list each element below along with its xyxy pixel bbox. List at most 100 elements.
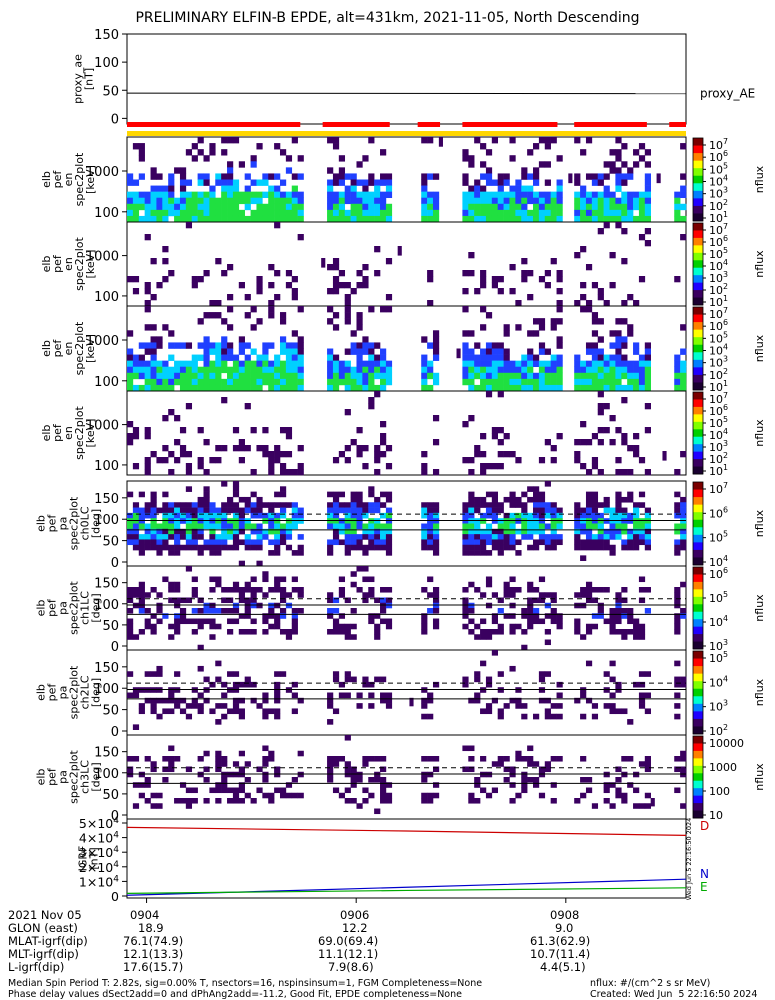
- spec-cell: [250, 681, 257, 688]
- spec-cell: [609, 439, 616, 446]
- spec-cell: [338, 623, 346, 630]
- spec-cell: [327, 378, 334, 386]
- spec-cell: [644, 528, 651, 535]
- spec-cell: [585, 597, 593, 604]
- pef-en-spec-d-ylabel: en: [62, 426, 75, 440]
- spec-cell: [268, 550, 275, 556]
- spec-cell: [144, 372, 151, 380]
- spec-cell: [297, 750, 304, 757]
- spec-cell: [527, 512, 534, 519]
- spec-cell: [680, 581, 687, 588]
- spec-cell: [521, 491, 528, 498]
- spec-cell: [297, 209, 304, 217]
- spec-cell: [380, 587, 387, 593]
- spec-cell: [544, 270, 551, 277]
- spec-cell: [421, 777, 428, 783]
- spec-cell: [327, 507, 334, 514]
- pef-en-spec-c-ylabel: [keV]: [84, 334, 97, 363]
- spec-cell: [203, 342, 210, 349]
- spec-cell: [327, 372, 334, 380]
- spec-cell: [215, 360, 222, 368]
- spec-cell: [432, 203, 440, 211]
- spec-cell: [491, 618, 499, 625]
- spec-cell: [556, 318, 563, 325]
- spec-cell: [197, 534, 204, 540]
- spec-cell: [209, 539, 216, 546]
- spec-cell: [338, 502, 346, 508]
- spec-cell: [638, 587, 646, 593]
- spec-cell: [609, 372, 616, 380]
- spec-cell: [268, 457, 275, 464]
- spec-cell: [262, 528, 269, 535]
- spec-cell: [515, 502, 522, 508]
- spec-cell: [285, 792, 293, 799]
- spec-cell: [485, 512, 493, 519]
- colorbar-swatch: [693, 758, 703, 767]
- spec-cell: [344, 306, 351, 313]
- spec-cell: [356, 360, 363, 368]
- spec-cell: [474, 587, 481, 593]
- spec-cell: [162, 366, 169, 374]
- spec-cell: [615, 708, 622, 715]
- colorbar-frame: [692, 137, 704, 222]
- pa-ch3LC-ylabel: pa: [57, 770, 70, 784]
- spec-cell: [268, 507, 275, 514]
- spec-cell: [515, 703, 522, 709]
- spec-cell: [491, 534, 499, 540]
- spec-cell: [150, 203, 157, 211]
- spec-cell: [533, 782, 540, 788]
- colorbar-swatch: [693, 574, 703, 583]
- spec-cell: [521, 703, 528, 709]
- spec-cell: [427, 270, 434, 277]
- spec-cell: [615, 512, 622, 519]
- spec-cell: [215, 384, 222, 392]
- spec-cell: [238, 445, 245, 452]
- spec-cell: [279, 366, 287, 374]
- spec-cell: [244, 597, 251, 604]
- spec-cell: [179, 167, 187, 174]
- spec-cell: [432, 534, 440, 540]
- spec-cell: [474, 197, 481, 205]
- spec-cell: [244, 215, 251, 223]
- spec-cell: [474, 215, 481, 223]
- spec-cell: [556, 613, 563, 619]
- spec-cell: [609, 512, 616, 519]
- spec-cell: [232, 608, 240, 614]
- spec-cell: [132, 372, 140, 380]
- spec-cell: [256, 288, 263, 295]
- spec-cell: [380, 173, 387, 180]
- spec-cell: [421, 360, 428, 368]
- spec-cell: [374, 391, 381, 398]
- colorbar-swatch: [693, 718, 703, 727]
- spec-cell: [609, 523, 616, 530]
- spec-cell: [356, 491, 363, 498]
- spec-cell: [615, 209, 622, 217]
- spec-cell: [127, 671, 134, 677]
- spec-cell: [350, 502, 357, 508]
- spec-cell: [633, 523, 640, 530]
- spec-cell: [421, 137, 428, 144]
- spec-cell: [256, 544, 263, 551]
- spec-cell: [432, 372, 440, 380]
- spec-cell: [580, 360, 587, 368]
- spec-cell: [580, 634, 587, 640]
- spec-cell: [327, 608, 334, 614]
- spec-cell: [338, 528, 346, 535]
- spec-cell: [544, 203, 551, 211]
- spec-cell: [344, 692, 351, 699]
- spec-cell: [597, 523, 604, 530]
- spec-cell: [462, 378, 469, 386]
- spec-cell: [480, 496, 487, 503]
- spec-cell: [421, 173, 428, 180]
- spec-cell: [380, 433, 387, 440]
- spec-cell: [362, 512, 369, 519]
- spec-cell: [332, 197, 340, 205]
- spec-cell: [627, 378, 634, 386]
- spin-bar-segment: [322, 122, 390, 127]
- spec-cell: [279, 463, 287, 470]
- spec-cell: [427, 300, 434, 307]
- spec-cell: [138, 149, 145, 156]
- spec-cell: [209, 544, 216, 551]
- spec-cell: [544, 209, 551, 217]
- spec-cell: [550, 372, 557, 380]
